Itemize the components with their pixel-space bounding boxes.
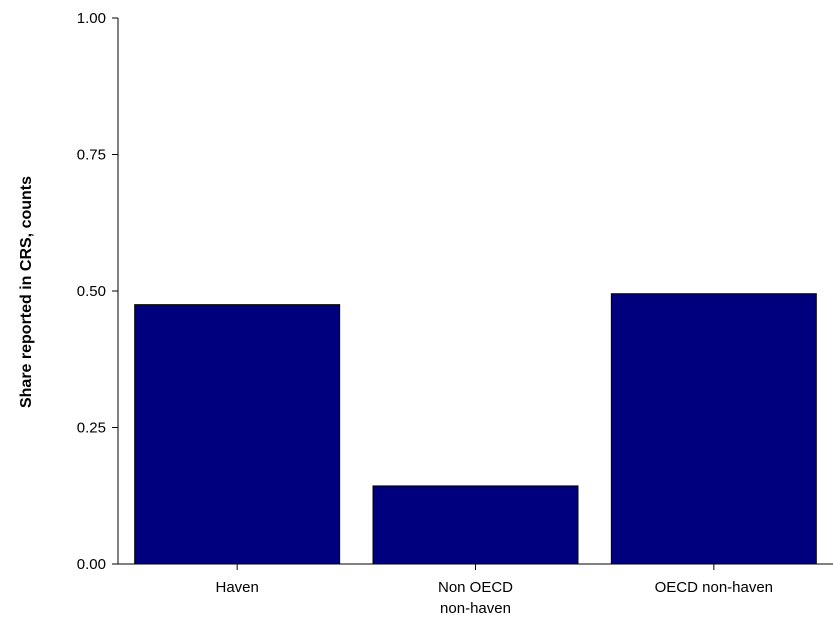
y-tick-label: 1.00 (77, 10, 106, 27)
y-axis: 0.00 0.25 0.50 0.75 1.00 (77, 10, 119, 573)
y-axis-label: Share reported in CRS, counts (18, 176, 35, 408)
x-tick-label: Haven (215, 579, 258, 596)
bar-0 (134, 304, 341, 565)
x-axis: Haven Non OECD non-haven OECD non-haven (118, 563, 833, 617)
y-tick-label: 0.00 (77, 556, 106, 573)
bar-2 (610, 293, 817, 565)
x-tick-label: OECD non-haven (655, 579, 773, 596)
y-tick-label: 0.50 (77, 283, 106, 300)
y-tick-label: 0.25 (77, 420, 106, 437)
y-tick-label: 0.75 (77, 147, 106, 164)
x-tick-label: Non OECD non-haven (438, 579, 513, 617)
bar-1 (372, 485, 579, 565)
